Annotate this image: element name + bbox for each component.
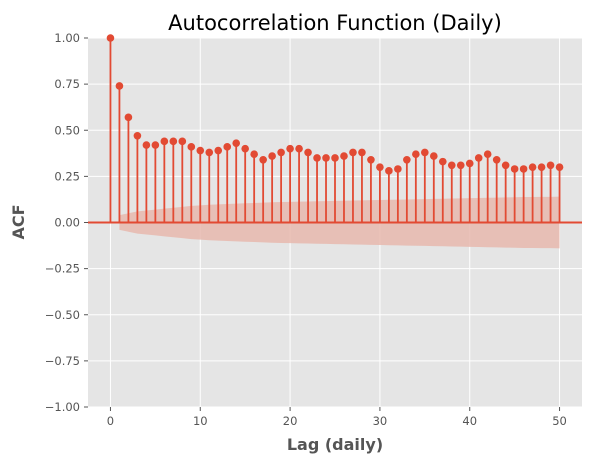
acf-point <box>268 152 276 160</box>
acf-point <box>457 162 465 170</box>
acf-point <box>556 163 564 171</box>
y-axis-label: ACF <box>9 204 28 239</box>
y-tick-label: −0.75 <box>45 354 80 368</box>
acf-point <box>116 82 124 90</box>
acf-point <box>277 149 285 157</box>
acf-point <box>304 149 312 157</box>
x-tick-label: 0 <box>107 414 114 428</box>
acf-point <box>286 145 294 153</box>
acf-point <box>187 143 195 151</box>
acf-point <box>331 154 339 162</box>
x-axis-label: Lag (daily) <box>287 435 383 454</box>
acf-point <box>340 152 348 160</box>
acf-point <box>394 165 402 173</box>
acf-point <box>520 165 528 173</box>
acf-point <box>403 156 411 164</box>
acf-point <box>358 149 366 157</box>
y-tick-label: 0.75 <box>54 77 80 91</box>
y-tick-label: −1.00 <box>45 400 80 414</box>
acf-point <box>376 163 384 171</box>
acf-point <box>367 156 375 164</box>
acf-point <box>152 141 160 149</box>
x-tick-label: 30 <box>373 414 388 428</box>
x-tick-label: 50 <box>552 414 567 428</box>
acf-point <box>466 160 474 168</box>
acf-point <box>170 138 178 146</box>
acf-point <box>259 156 267 164</box>
acf-point <box>511 165 519 173</box>
acf-point <box>125 114 133 122</box>
chart-title: Autocorrelation Function (Daily) <box>168 11 502 35</box>
acf-point <box>214 147 222 155</box>
acf-point <box>493 156 501 164</box>
acf-point <box>295 145 303 153</box>
acf-point <box>547 162 555 170</box>
acf-point <box>196 147 204 155</box>
y-tick-label: 0.00 <box>54 216 80 230</box>
y-tick-label: 0.25 <box>54 169 80 183</box>
acf-point <box>107 34 115 42</box>
acf-point <box>538 163 546 171</box>
acf-point <box>161 138 169 146</box>
x-tick-label: 20 <box>283 414 298 428</box>
acf-point <box>313 154 321 162</box>
x-tick-label: 40 <box>462 414 477 428</box>
acf-point <box>412 150 420 158</box>
y-tick-label: −0.50 <box>45 308 80 322</box>
acf-point <box>250 150 258 158</box>
acf-point <box>448 162 456 170</box>
acf-point <box>134 132 142 140</box>
acf-point <box>143 141 151 149</box>
acf-point <box>502 162 510 170</box>
acf-point <box>322 154 330 162</box>
acf-point <box>232 139 240 147</box>
acf-point <box>529 163 537 171</box>
plot-area: −1.00 −0.75 −0.50 −0.25 0.00 0.25 0.50 0.75 1.00… <box>45 31 582 428</box>
acf-point <box>349 149 357 157</box>
y-tick-label: 0.50 <box>54 123 80 137</box>
acf-point <box>421 149 429 157</box>
y-tick-label: 1.00 <box>54 31 80 45</box>
y-tick-label: −0.25 <box>45 262 80 276</box>
acf-point <box>430 152 438 160</box>
x-tick-label: 10 <box>193 414 208 428</box>
acf-point <box>241 145 249 153</box>
acf-point <box>439 158 447 166</box>
acf-point <box>205 149 213 157</box>
acf-point <box>179 138 187 146</box>
acf-point <box>475 154 483 162</box>
acf-point <box>223 143 231 151</box>
acf-point <box>385 167 393 175</box>
acf-point <box>484 150 492 158</box>
